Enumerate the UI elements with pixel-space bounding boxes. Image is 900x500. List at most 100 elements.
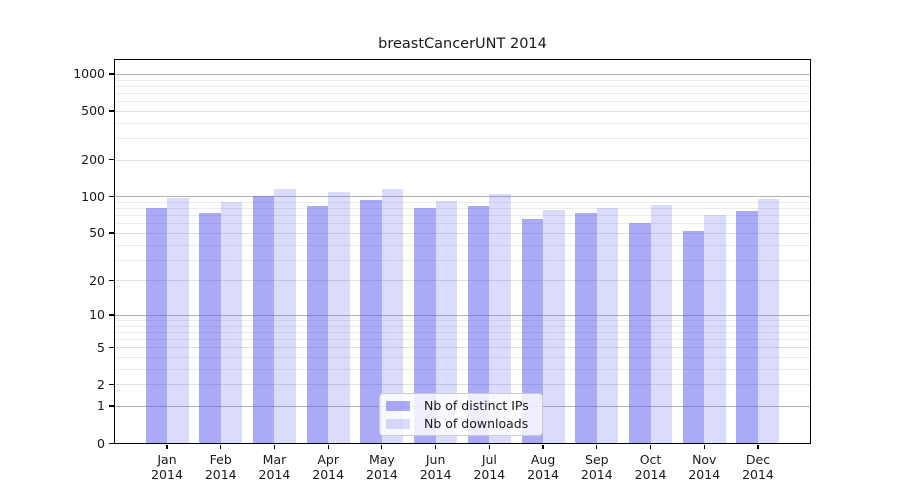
y-tick-label-20: 20 xyxy=(89,272,105,288)
gridline-20 xyxy=(115,280,810,282)
legend-swatch-distinct-ips xyxy=(386,400,410,411)
y-tick-1 xyxy=(109,405,114,407)
y-tick-label-200: 200 xyxy=(81,152,105,168)
gridline-300 xyxy=(115,138,810,140)
y-tick-label-100: 100 xyxy=(81,188,105,204)
y-tick-label-1: 1 xyxy=(97,398,105,414)
x-tick-sep xyxy=(596,445,598,449)
x-tick-apr xyxy=(327,445,329,449)
y-tick-50 xyxy=(109,232,114,234)
gridline-80 xyxy=(115,208,810,210)
gridline-40 xyxy=(115,244,810,246)
legend: Nb of distinct IPs Nb of downloads xyxy=(379,393,543,436)
bar-ips-apr xyxy=(306,205,329,443)
gridline-2 xyxy=(115,384,810,386)
x-tick-label-jul: Jul 2014 xyxy=(473,452,506,482)
gridline-600 xyxy=(115,101,810,103)
gridline-800 xyxy=(115,85,810,87)
bar-downloads-nov xyxy=(704,215,726,443)
bar-ips-dec xyxy=(736,210,758,443)
x-tick-label-apr: Apr 2014 xyxy=(312,452,345,482)
bar-downloads-jan xyxy=(167,198,189,443)
y-tick-500 xyxy=(109,110,114,112)
x-tick-label-mar: Mar 2014 xyxy=(258,452,291,482)
y-tick-label-1000: 1000 xyxy=(73,66,105,82)
plot-area xyxy=(114,59,811,444)
x-tick-feb xyxy=(220,445,222,449)
x-tick-jan xyxy=(166,445,168,449)
y-tick-5 xyxy=(109,346,114,348)
x-tick-label-dec: Dec 2014 xyxy=(742,452,774,482)
x-tick-label-oct: Oct 2014 xyxy=(634,452,667,482)
y-tick-label-50: 50 xyxy=(89,225,105,241)
bar-downloads-aug xyxy=(543,209,565,443)
gridline-60 xyxy=(115,223,810,225)
gridline-50 xyxy=(115,232,810,234)
gridline-6 xyxy=(115,339,810,341)
y-tick-100 xyxy=(109,195,114,198)
x-tick-label-feb: Feb 2014 xyxy=(204,452,237,482)
bar-downloads-may xyxy=(381,189,404,443)
bar-downloads-oct xyxy=(650,205,673,443)
y-tick-label-5: 5 xyxy=(97,339,105,355)
bar-ips-sep xyxy=(575,213,597,443)
gridline-400 xyxy=(115,122,810,124)
x-tick-mar xyxy=(273,445,276,449)
bar-ips-jan xyxy=(145,207,167,443)
bar-downloads-feb xyxy=(220,202,243,443)
gridline-10 xyxy=(115,314,810,316)
gridline-30 xyxy=(115,259,810,261)
legend-item-downloads: Nb of downloads xyxy=(386,416,536,431)
gridline-4 xyxy=(115,357,810,359)
bar-ips-oct xyxy=(629,223,651,443)
x-tick-label-nov: Nov 2014 xyxy=(688,452,721,482)
legend-swatch-downloads xyxy=(386,418,410,429)
y-tick-label-10: 10 xyxy=(89,307,105,323)
bar-ips-jun xyxy=(414,208,436,443)
bar-ips-jul xyxy=(467,205,490,443)
bar-downloads-apr xyxy=(328,192,350,443)
x-tick-label-may: May 2014 xyxy=(366,452,398,482)
legend-label-downloads: Nb of downloads xyxy=(424,416,529,431)
gridline-7 xyxy=(115,331,810,333)
gridline-500 xyxy=(115,110,810,112)
y-tick-label-0: 0 xyxy=(97,435,105,451)
y-tick-0 xyxy=(109,442,114,444)
bar-ips-aug xyxy=(521,219,544,443)
bar-ips-feb xyxy=(199,213,221,443)
gridline-900 xyxy=(115,79,810,81)
x-tick-label-sep: Sep 2014 xyxy=(580,452,613,482)
legend-label-distinct-ips: Nb of distinct IPs xyxy=(424,398,529,413)
bar-downloads-jun xyxy=(435,200,458,443)
y-tick-1000 xyxy=(109,73,114,75)
gridline-9 xyxy=(115,320,810,321)
bar-downloads-mar xyxy=(274,189,296,443)
gridline-200 xyxy=(115,159,810,161)
gridline-1000 xyxy=(115,73,810,75)
legend-item-distinct-ips: Nb of distinct IPs xyxy=(386,398,536,413)
gridline-90 xyxy=(115,202,810,204)
x-tick-label-aug: Aug 2014 xyxy=(527,452,559,482)
gridline-8 xyxy=(115,325,810,327)
x-tick-label-jun: Jun 2014 xyxy=(419,452,452,482)
y-tick-label-500: 500 xyxy=(81,103,105,119)
x-tick-oct xyxy=(649,445,652,449)
x-tick-aug xyxy=(542,445,544,449)
y-tick-2 xyxy=(109,383,114,385)
bar-downloads-sep xyxy=(596,207,619,443)
y-tick-10 xyxy=(109,314,114,316)
y-tick-label-2: 2 xyxy=(97,376,105,392)
bar-downloads-jul xyxy=(489,193,511,443)
y-tick-20 xyxy=(109,279,114,282)
x-tick-nov xyxy=(703,445,705,449)
gridline-700 xyxy=(115,92,810,94)
x-tick-label-jan: Jan 2014 xyxy=(151,452,183,482)
x-tick-jul xyxy=(488,445,490,449)
bar-ips-may xyxy=(360,199,382,443)
gridline-5 xyxy=(115,347,810,349)
gridline-3 xyxy=(115,368,810,370)
x-tick-dec xyxy=(757,445,759,449)
bar-ips-nov xyxy=(682,230,705,443)
x-tick-jun xyxy=(435,445,437,449)
x-tick-may xyxy=(381,445,383,449)
